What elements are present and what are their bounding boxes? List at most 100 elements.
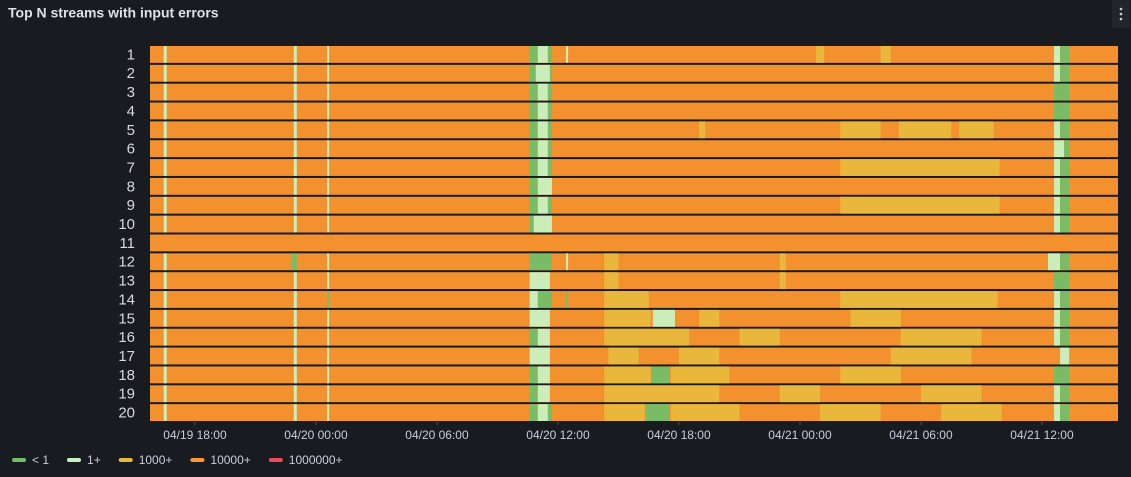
state-segment bbox=[163, 272, 167, 290]
state-segment bbox=[1054, 121, 1061, 139]
state-segment bbox=[1054, 46, 1061, 63]
state-segment bbox=[150, 102, 1118, 120]
state-segment bbox=[163, 253, 167, 271]
state-segment bbox=[604, 328, 690, 346]
state-segment bbox=[604, 272, 619, 290]
state-segment bbox=[327, 309, 330, 327]
row-label: 13 bbox=[118, 273, 135, 290]
x-tick-label: 04/20 12:00 bbox=[526, 428, 590, 442]
legend-label[interactable]: < 1 bbox=[32, 453, 49, 467]
state-segment bbox=[880, 46, 891, 63]
state-segment bbox=[529, 83, 538, 101]
state-segment bbox=[1054, 309, 1061, 327]
state-segment bbox=[604, 366, 651, 384]
state-segment bbox=[1060, 385, 1070, 403]
state-segment bbox=[547, 83, 552, 101]
state-segment bbox=[547, 196, 552, 214]
state-segment bbox=[327, 347, 330, 365]
state-segment bbox=[529, 64, 536, 82]
state-segment bbox=[537, 83, 548, 101]
state-segment bbox=[293, 121, 297, 139]
state-segment bbox=[293, 385, 297, 403]
state-segment bbox=[293, 291, 297, 308]
state-segment bbox=[163, 328, 167, 346]
state-segment bbox=[163, 309, 167, 327]
state-segment bbox=[1060, 64, 1070, 82]
state-segment bbox=[163, 140, 167, 158]
state-segment bbox=[163, 159, 167, 176]
state-segment bbox=[327, 253, 330, 271]
row-label: 3 bbox=[127, 84, 135, 101]
state-segment bbox=[1054, 64, 1061, 82]
state-segment bbox=[651, 366, 670, 384]
state-segment bbox=[890, 347, 972, 365]
state-segment bbox=[1060, 121, 1070, 139]
state-segment bbox=[293, 366, 297, 384]
state-segment bbox=[293, 215, 297, 233]
row-label: 4 bbox=[127, 103, 135, 120]
state-segment bbox=[537, 328, 550, 346]
state-segment bbox=[1054, 159, 1061, 176]
state-segment bbox=[537, 291, 552, 308]
menu-dot bbox=[1119, 7, 1123, 11]
state-segment bbox=[1060, 177, 1070, 195]
state-segment bbox=[537, 102, 548, 120]
state-segment bbox=[327, 404, 330, 421]
x-tick-label: 04/21 06:00 bbox=[889, 428, 953, 442]
legend-swatch bbox=[67, 458, 82, 462]
state-segment bbox=[327, 328, 330, 346]
legend-label[interactable]: 1000+ bbox=[139, 453, 173, 467]
state-segment bbox=[566, 46, 569, 63]
state-segment bbox=[293, 83, 297, 101]
state-segment bbox=[537, 366, 550, 384]
state-segment bbox=[529, 404, 538, 421]
row-label: 15 bbox=[118, 310, 135, 327]
row-label: 6 bbox=[127, 141, 135, 158]
state-segment bbox=[1060, 46, 1070, 63]
state-segment bbox=[1054, 196, 1061, 214]
state-segment bbox=[1060, 291, 1070, 308]
state-segment bbox=[327, 121, 330, 139]
legend-label[interactable]: 1000000+ bbox=[289, 453, 343, 467]
state-segment bbox=[150, 177, 1118, 195]
state-segment bbox=[293, 404, 297, 421]
state-segment bbox=[529, 347, 550, 365]
state-segment bbox=[163, 347, 167, 365]
state-segment bbox=[941, 404, 1002, 421]
legend-label[interactable]: 1+ bbox=[87, 453, 101, 467]
x-tick-label: 04/20 06:00 bbox=[405, 428, 469, 442]
state-segment bbox=[163, 64, 167, 82]
state-segment bbox=[820, 404, 881, 421]
state-segment bbox=[327, 159, 330, 176]
state-segment bbox=[670, 404, 740, 421]
legend-label[interactable]: 10000+ bbox=[210, 453, 250, 467]
row-label: 19 bbox=[118, 386, 135, 403]
state-segment bbox=[779, 253, 786, 271]
state-segment bbox=[529, 121, 538, 139]
state-segment bbox=[1060, 404, 1070, 421]
state-segment bbox=[163, 291, 167, 308]
row-label: 2 bbox=[127, 65, 135, 82]
state-segment bbox=[163, 102, 167, 120]
state-segment bbox=[1060, 328, 1070, 346]
state-segment bbox=[1060, 347, 1070, 365]
state-segment bbox=[529, 309, 550, 327]
state-segment bbox=[608, 347, 639, 365]
state-segment bbox=[529, 272, 550, 290]
state-segment bbox=[537, 159, 548, 176]
state-segment bbox=[537, 177, 552, 195]
state-segment bbox=[327, 272, 330, 290]
state-segment bbox=[1060, 196, 1070, 214]
row-label: 5 bbox=[127, 122, 135, 139]
state-segment bbox=[293, 177, 297, 195]
state-segment bbox=[293, 159, 297, 176]
state-segment bbox=[529, 159, 538, 176]
state-segment bbox=[1060, 215, 1070, 233]
menu-dot bbox=[1119, 17, 1123, 21]
state-segment bbox=[537, 196, 548, 214]
state-segment bbox=[529, 102, 538, 120]
state-segment bbox=[291, 253, 297, 271]
state-segment bbox=[163, 196, 167, 214]
state-segment bbox=[1054, 404, 1061, 421]
